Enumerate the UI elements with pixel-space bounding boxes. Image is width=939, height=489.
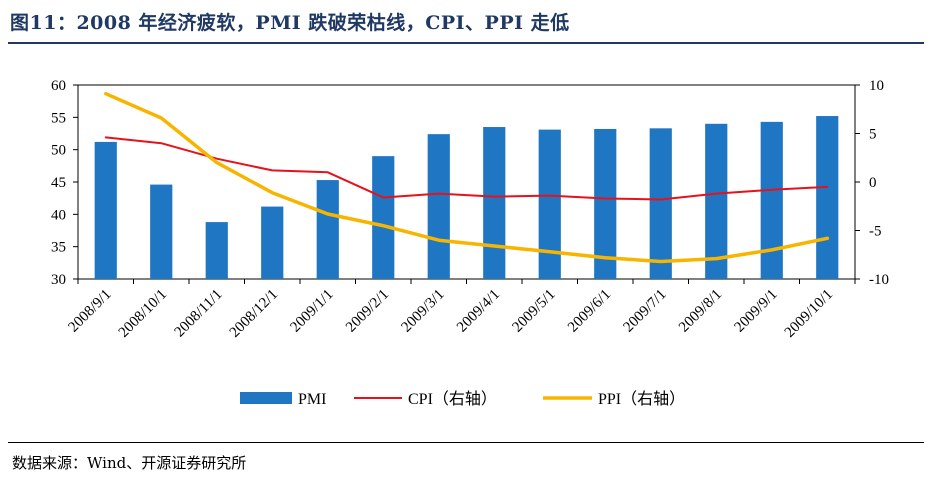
left-axis-tick-label: 35 (51, 240, 66, 256)
left-axis-tick-label: 55 (51, 110, 66, 126)
plot-area-border (77, 84, 856, 280)
chart: 30 35 40 45 50 55 60 -10 -5 0 5 10 2008/9/1 2008/10/1… (51, 78, 889, 408)
x-axis-tick-label: 2009/1/1 (288, 287, 337, 336)
pmi-bar-4 (261, 206, 284, 279)
pmi-bar-7 (427, 134, 450, 279)
legend: PMI CPI（右轴） PPI（右轴） (240, 390, 685, 408)
left-axis-tick-label: 50 (51, 143, 66, 159)
cpi-line (104, 136, 829, 201)
pmi-bar-12 (705, 123, 728, 279)
pmi-bar-14 (816, 116, 839, 279)
right-axis-tick-label: 5 (869, 127, 877, 143)
legend-swatch-pmi (240, 392, 292, 404)
x-axis-tick-label: 2009/9/1 (732, 287, 781, 336)
pmi-bar-5 (316, 180, 339, 279)
ppi-line (104, 91, 830, 264)
legend-label-pmi: PMI (298, 391, 326, 408)
pmi-bar-2 (150, 184, 173, 279)
figure-title: 图11：2008 年经济疲软，PMI 跌破荣枯线，CPI、PPI 走低 (10, 12, 570, 34)
pmi-bar-6 (372, 156, 395, 279)
pmi-bar-11 (649, 128, 672, 279)
x-axis-tick-label: 2008/12/1 (227, 287, 281, 341)
source-divider (8, 442, 924, 443)
pmi-bar-3 (205, 222, 228, 279)
pmi-bar-8 (483, 127, 506, 280)
x-axis-tick-label: 2008/10/1 (116, 287, 170, 341)
right-axis-tick-label: 0 (869, 175, 877, 191)
x-axis-tick-label: 2009/10/1 (782, 287, 836, 341)
x-axis-tick-label: 2009/4/1 (454, 287, 503, 336)
line-series (104, 91, 830, 264)
left-axis-tick-label: 30 (51, 272, 66, 288)
x-axis-tick-label: 2009/2/1 (343, 287, 392, 336)
right-axis-tick-label: -5 (869, 224, 882, 240)
title-divider (8, 42, 924, 44)
right-axis-tick-label: 10 (869, 78, 884, 94)
x-axis-tick-label: 2008/9/1 (66, 287, 115, 336)
pmi-bar-13 (760, 121, 783, 279)
pmi-bar-10 (594, 128, 617, 279)
pmi-bars (94, 116, 839, 280)
pmi-bar-1 (94, 141, 117, 279)
legend-label-ppi: PPI（右轴） (598, 390, 685, 408)
left-axis-tick-label: 40 (51, 207, 66, 223)
x-axis-tick-label: 2009/8/1 (676, 287, 725, 336)
legend-label-cpi: CPI（右轴） (408, 390, 497, 408)
left-axis-tick-label: 60 (51, 78, 66, 94)
x-axis-tick-label: 2008/11/1 (172, 287, 226, 341)
x-axis-tick-label: 2009/7/1 (621, 287, 670, 336)
x-axis-tick-label: 2009/5/1 (510, 287, 559, 336)
plot-frame (77, 84, 856, 280)
x-axis-tick-label: 2009/6/1 (565, 287, 614, 336)
pmi-bar-9 (538, 129, 561, 279)
left-axis-tick-label: 45 (51, 175, 66, 191)
right-axis-tick-label: -10 (869, 272, 889, 288)
source-note: 数据来源：Wind、开源证券研究所 (12, 454, 247, 472)
x-axis-tick-label: 2009/3/1 (399, 287, 448, 336)
